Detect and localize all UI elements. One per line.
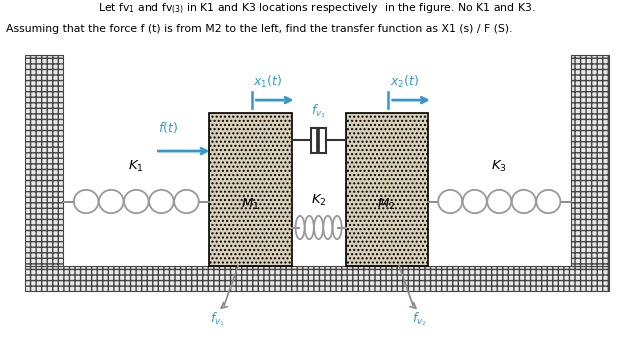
- Text: $M_1$: $M_1$: [240, 197, 259, 212]
- Text: $f_{v_1}$: $f_{v_1}$: [210, 310, 225, 328]
- Text: Assuming that the force f (t) is from M2 to the left, find the transfer function: Assuming that the force f (t) is from M2…: [6, 24, 513, 33]
- Bar: [346, 113, 428, 266]
- Text: $K_1$: $K_1$: [129, 159, 144, 174]
- Bar: [25, 55, 63, 266]
- Bar: [311, 128, 326, 153]
- Text: $K_3$: $K_3$: [491, 159, 507, 174]
- Text: $K_2$: $K_2$: [311, 193, 327, 208]
- Text: $f_{v_3}$: $f_{v_3}$: [311, 102, 326, 120]
- Text: $M_2$: $M_2$: [377, 197, 395, 212]
- Bar: [209, 113, 292, 266]
- Text: $x_1(t)$: $x_1(t)$: [254, 74, 283, 90]
- Text: $f_{v_2}$: $f_{v_2}$: [412, 310, 427, 328]
- Text: $x_2(t)$: $x_2(t)$: [390, 74, 419, 90]
- Bar: [25, 266, 609, 291]
- Text: Let fv$_1$ and fv$_{(3)}$ in K1 and K3 locations respectively  in the figure. No: Let fv$_1$ and fv$_{(3)}$ in K1 and K3 l…: [98, 2, 536, 16]
- Text: $f(t)$: $f(t)$: [158, 120, 178, 135]
- Bar: [571, 55, 609, 266]
